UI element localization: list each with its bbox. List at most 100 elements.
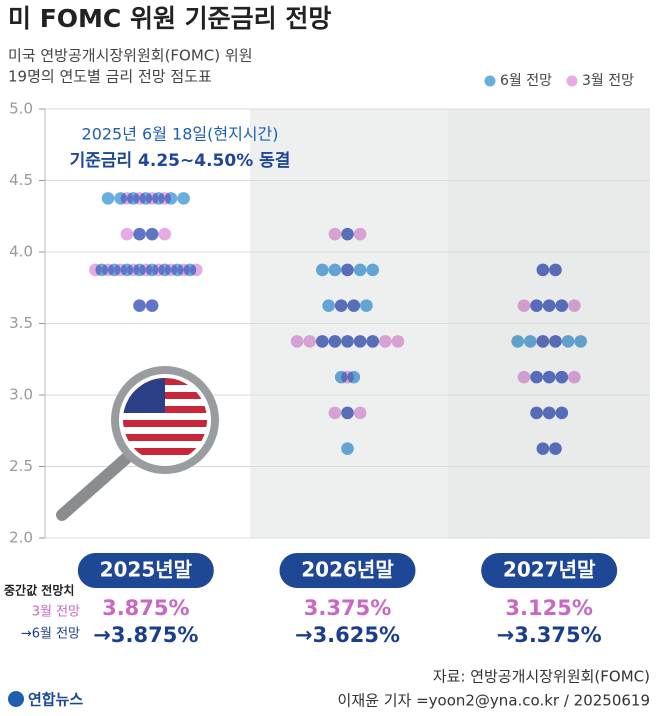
dot: [555, 299, 569, 312]
dot: [574, 335, 587, 348]
dot: [366, 263, 380, 277]
dot: [341, 263, 354, 277]
dot: [353, 406, 367, 420]
dot: [353, 263, 367, 277]
magnifier: [56, 366, 219, 521]
dot: [328, 227, 342, 241]
subtitle: 미국 연방공개시장위원회(FOMC) 위원: [8, 47, 253, 65]
dot: [126, 192, 140, 205]
median-title: 중간값 전망치: [4, 583, 74, 598]
x-tick-label: 2027년말: [503, 558, 596, 582]
dot: [549, 335, 562, 348]
dot: [360, 299, 373, 312]
annotation: 기준금리 4.25~4.50% 동결: [70, 151, 291, 171]
dot: [517, 299, 531, 312]
median-row-label: →6월 전망: [21, 627, 80, 642]
dot: [183, 263, 197, 277]
source: 자료: 연방공개시장위원회(FOMC): [433, 668, 650, 686]
dot: [530, 370, 543, 384]
dot: [177, 192, 190, 205]
category-pill: [77, 553, 214, 588]
dot: [341, 335, 354, 348]
dot: [158, 263, 172, 277]
dot: [511, 335, 524, 348]
dot: [549, 263, 562, 277]
dot: [523, 335, 537, 348]
dot: [120, 263, 134, 277]
y-tick-label: 5.0: [9, 100, 33, 118]
dot: [347, 299, 361, 312]
dot: [133, 263, 146, 277]
y-tick-label: 2.5: [9, 457, 33, 475]
dot: [517, 370, 531, 384]
dot: [133, 227, 146, 241]
dot: [95, 263, 109, 277]
y-tick-label: 4.5: [9, 171, 33, 189]
dot: [171, 263, 184, 277]
dot: [334, 370, 348, 384]
logo-mark: [8, 691, 24, 707]
dot: [316, 335, 329, 348]
dot: [353, 227, 367, 241]
legend-swatch: [484, 75, 496, 87]
dot: [341, 227, 354, 241]
dot: [316, 263, 329, 277]
dot: [568, 370, 581, 384]
dot: [536, 442, 550, 455]
median-label: →3.625%: [295, 623, 400, 647]
y-tick-label: 4.0: [9, 243, 33, 261]
median-label: 3.125%: [505, 596, 592, 620]
median-label: 3.375%: [304, 596, 391, 620]
dot: [555, 406, 569, 420]
dot: [530, 406, 543, 420]
dot: [536, 335, 550, 348]
x-tick-label: 2025년말: [100, 558, 193, 582]
dot: [530, 299, 543, 312]
dot: [555, 370, 569, 384]
annotation: 2025년 6월 18일(현지시간): [82, 125, 279, 144]
median-label: 3.875%: [102, 596, 189, 620]
credit: 이재윤 기자 =yoon2@yna.co.kr / 20250619: [338, 692, 650, 710]
subtitle: 19명의 연도별 금리 전망 점도표: [8, 68, 212, 86]
chart-title: 미 FOMC 위원 기준금리 전망: [8, 4, 331, 33]
dot: [114, 192, 127, 205]
legend-swatch: [566, 75, 578, 87]
dot: [145, 263, 159, 277]
dot: [328, 406, 342, 420]
dot: [561, 335, 575, 348]
x-tick-label: 2026년말: [301, 558, 394, 582]
dot: [353, 335, 367, 348]
category-pill: [481, 553, 618, 588]
dot: [341, 442, 354, 455]
median-label: →3.375%: [497, 623, 602, 647]
dot: [108, 263, 121, 277]
dot: [549, 442, 562, 455]
y-tick-label: 3.0: [9, 386, 33, 404]
dot: [120, 227, 134, 241]
dot: [328, 335, 342, 348]
y-tick-label: 3.5: [9, 314, 33, 332]
dot: [379, 335, 392, 348]
dot: [542, 406, 556, 420]
dot: [303, 335, 317, 348]
dot: [101, 192, 115, 205]
median-label: →3.875%: [93, 623, 198, 647]
dot: [341, 406, 354, 420]
category-pill: [279, 553, 416, 588]
legend-label: 6월 전망: [500, 73, 552, 89]
dot: [542, 299, 556, 312]
dot: [290, 335, 304, 348]
dot: [366, 335, 380, 348]
dot: [334, 299, 348, 312]
logo: 연합뉴스: [28, 691, 83, 709]
dot: [158, 227, 172, 241]
dot: [391, 335, 405, 348]
median-row-label: 3월 전망: [32, 605, 80, 620]
plot: [45, 108, 650, 539]
dot: [542, 370, 556, 384]
legend-label: 3월 전망: [582, 73, 634, 89]
dot: [322, 299, 335, 312]
dot: [164, 192, 178, 205]
dot: [152, 192, 165, 205]
